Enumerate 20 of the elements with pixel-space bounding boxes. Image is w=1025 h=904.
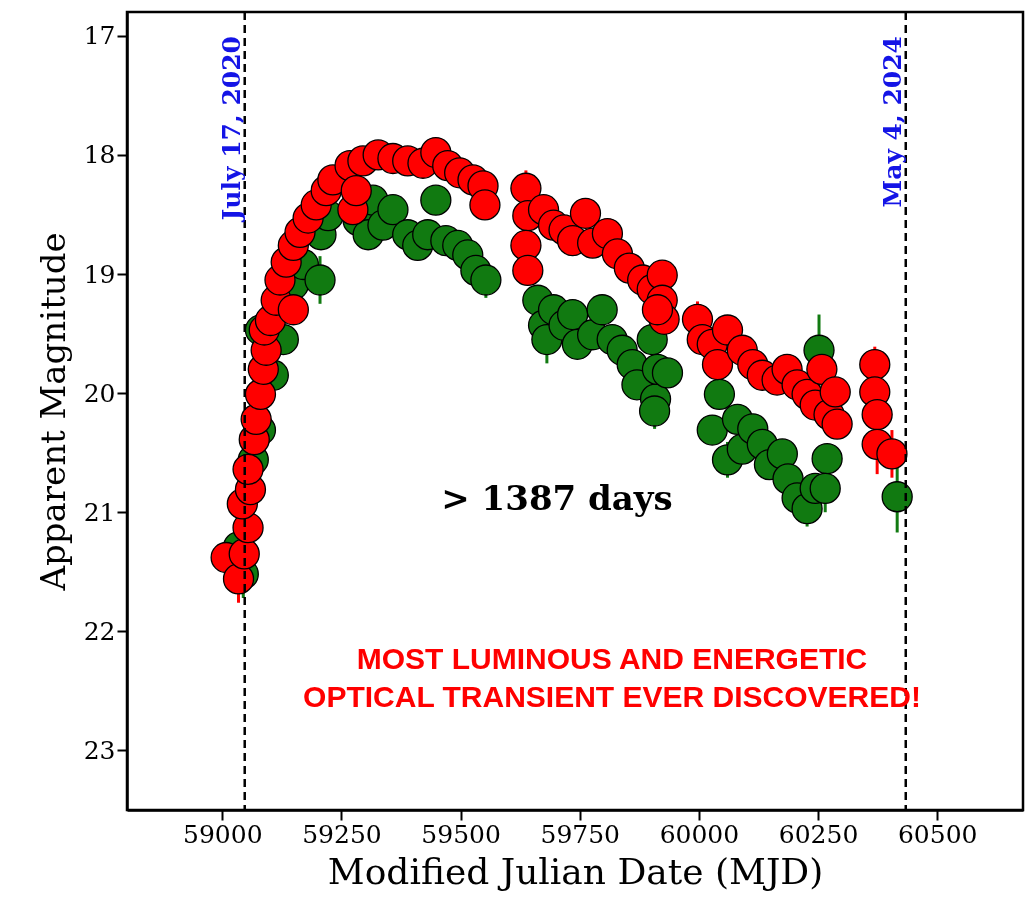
x-axis-title: Modified Julian Date (MJD): [327, 850, 824, 892]
annotation: > 1387 days: [441, 478, 673, 518]
x-tick-label: 59000: [183, 819, 263, 849]
y-tick-label: 19: [83, 259, 116, 289]
ref-line-label: May 4, 2024: [877, 36, 907, 208]
x-tick-label: 60500: [897, 819, 978, 849]
y-tick-label: 18: [83, 140, 116, 170]
y-axis-title: Apparent Magnitude: [32, 232, 73, 592]
x-tick-label: 59500: [421, 819, 501, 849]
x-tick-label: 60250: [778, 819, 859, 849]
x-tick-label: 59250: [302, 819, 382, 849]
annotation: MOST LUMINOUS AND ENERGETIC OPTICAL TRANSIENT EVER DISCOVERED!: [303, 642, 921, 713]
x-tick-label: 60000: [659, 819, 740, 849]
ref-line-label: July 17, 2020: [216, 36, 246, 223]
y-tick-label: 20: [83, 378, 116, 408]
x-tick-label: 59750: [540, 819, 621, 849]
y-tick-label: 21: [83, 497, 116, 527]
y-tick-label: 17: [83, 21, 116, 51]
y-tick-label: 22: [83, 616, 116, 646]
y-tick-label: 23: [83, 735, 116, 765]
